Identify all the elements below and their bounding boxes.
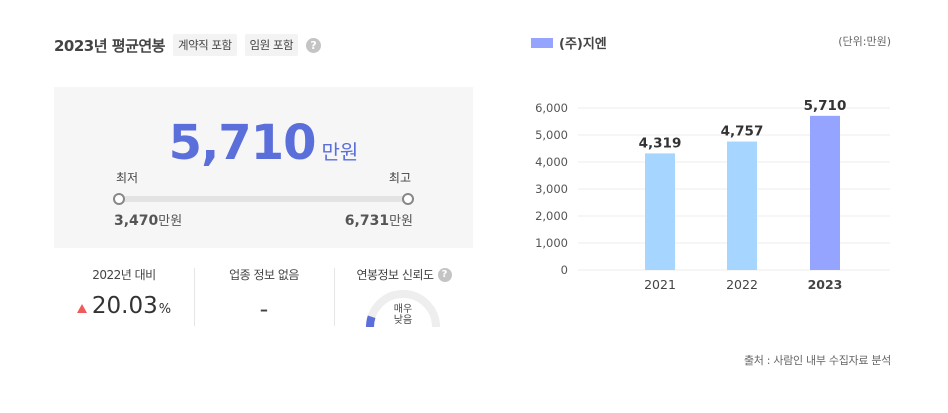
max-label: 최고 xyxy=(388,171,411,185)
chart-legend: (주)지엔 xyxy=(531,33,607,52)
max-salary-unit: 만원 xyxy=(389,214,413,229)
reliability-gauge xyxy=(366,290,440,327)
x-tick-label: 2022 xyxy=(726,277,758,292)
range-min-handle xyxy=(113,193,125,205)
salary-range-panel: 5,710 만원 최저 최고 3,470만원 6,731만원 xyxy=(54,87,473,248)
average-salary: 5,710 만원 xyxy=(54,115,473,171)
reliability-stat: 연봉정보 신뢰도 ? xyxy=(334,266,474,283)
arrow-up-icon xyxy=(76,304,87,313)
industry-value: - xyxy=(259,295,269,323)
tag-executive-included: 임원 포함 xyxy=(244,34,299,56)
bar-value-label: 4,319 xyxy=(639,135,682,151)
gauge-fill xyxy=(366,315,376,327)
x-tick-label: 2021 xyxy=(644,277,676,292)
average-salary-unit: 만원 xyxy=(321,140,359,164)
x-tick-label: 2023 xyxy=(808,277,843,292)
bar-2022 xyxy=(727,141,757,270)
range-max-handle xyxy=(402,193,414,205)
bar-value-label: 5,710 xyxy=(804,98,847,114)
salary-range-track xyxy=(118,196,409,202)
average-salary-value: 5,710 xyxy=(168,115,317,171)
y-tick-label: 0 xyxy=(561,263,568,277)
growth-value-row: 20.03% xyxy=(54,293,194,319)
gauge-track xyxy=(366,290,440,327)
y-tick-label: 5,000 xyxy=(535,128,568,142)
growth-value: 20.03 xyxy=(91,293,158,319)
y-tick-label: 1,000 xyxy=(535,236,568,250)
bar-2023 xyxy=(810,115,840,270)
min-salary: 3,470만원 xyxy=(114,210,182,229)
y-tick-label: 3,000 xyxy=(535,182,568,196)
help-icon[interactable]: ? xyxy=(306,37,322,53)
bar-2021 xyxy=(645,153,675,270)
growth-stat: 2022년 대비 20.03% xyxy=(54,266,194,319)
tag-contract-included: 계약직 포함 xyxy=(172,34,237,56)
min-salary-unit: 만원 xyxy=(158,214,183,229)
y-tick-label: 4,000 xyxy=(535,155,568,169)
min-label: 최저 xyxy=(116,171,139,185)
bar-value-label: 4,757 xyxy=(721,124,764,140)
y-tick-label: 6,000 xyxy=(535,101,568,115)
chart-unit-note: (단위:만원) xyxy=(838,35,891,48)
data-source-note: 출처 : 사람인 내부 수집자료 분석 xyxy=(743,354,891,367)
y-tick-label: 2,000 xyxy=(535,209,568,223)
reliability-value: 매우 낮음 xyxy=(393,304,413,326)
reliability-head: 연봉정보 신뢰도 ? xyxy=(334,266,474,283)
industry-label: 업종 정보 없음 xyxy=(229,268,299,282)
salary-bar-chart: 6,000 5,000 4,000 3,000 2,000 1,000 0 4,319 2021… xyxy=(535,98,890,292)
min-salary-value: 3,470 xyxy=(114,213,159,229)
salary-header: 2023년 평균연봉 계약직 포함 임원 포함 ? xyxy=(54,34,322,56)
max-salary-value: 6,731 xyxy=(344,213,390,229)
growth-unit: % xyxy=(158,302,172,317)
max-salary: 6,731만원 xyxy=(345,210,413,229)
stat-divider xyxy=(194,268,195,326)
help-icon[interactable]: ? xyxy=(437,267,452,282)
stat-divider xyxy=(334,268,335,326)
growth-label: 2022년 대비 xyxy=(92,268,156,282)
reliability-gauge-svg xyxy=(366,290,440,327)
reliability-label: 연봉정보 신뢰도 xyxy=(356,268,434,282)
legend-swatch xyxy=(531,37,553,48)
legend-label: (주)지엔 xyxy=(559,37,607,52)
page-title: 2023년 평균연봉 xyxy=(54,36,165,55)
industry-stat: 업종 정보 없음 - xyxy=(194,266,334,323)
